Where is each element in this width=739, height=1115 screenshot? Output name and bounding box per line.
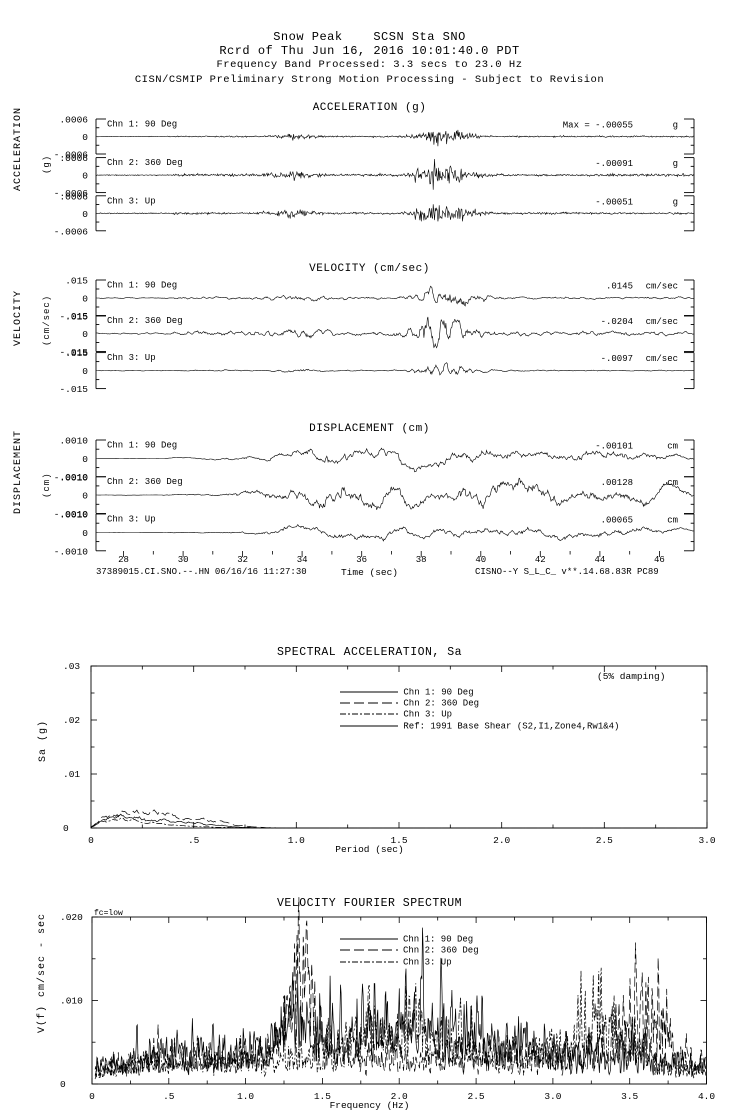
svg-text:.0006: .0006 — [59, 191, 88, 202]
svg-text:-.00101: -.00101 — [595, 442, 633, 452]
svg-text:36: 36 — [356, 555, 367, 565]
svg-text:0: 0 — [82, 132, 88, 143]
svg-text:-.0204: -.0204 — [601, 317, 633, 327]
svg-text:Chn 2: 360 Deg: Chn 2: 360 Deg — [107, 316, 183, 326]
svg-text:.0010: .0010 — [59, 436, 88, 447]
svg-text:0: 0 — [82, 366, 88, 377]
svg-text:0: 0 — [63, 823, 69, 834]
svg-text:g: g — [673, 121, 678, 131]
svg-text:cm/sec: cm/sec — [646, 317, 678, 327]
svg-text:.0006: .0006 — [59, 115, 88, 126]
svg-text:30: 30 — [178, 555, 189, 565]
svg-text:Chn 1: 90 Deg: Chn 1: 90 Deg — [107, 441, 177, 451]
svg-text:0: 0 — [60, 1079, 66, 1090]
svg-text:cm: cm — [667, 516, 678, 526]
svg-text:.01: .01 — [63, 769, 80, 780]
svg-text:g: g — [673, 197, 678, 207]
svg-text:0: 0 — [82, 294, 88, 305]
svg-text:0: 0 — [82, 329, 88, 340]
svg-text:38: 38 — [416, 555, 427, 565]
svg-text:.00065: .00065 — [601, 516, 633, 526]
svg-text:.020: .020 — [60, 912, 83, 923]
svg-text:Chn 2: 360 Deg: Chn 2: 360 Deg — [107, 158, 183, 168]
svg-text:.0010: .0010 — [59, 472, 88, 483]
svg-text:0: 0 — [82, 171, 88, 182]
svg-text:Chn 2: 360 Deg: Chn 2: 360 Deg — [107, 477, 183, 487]
svg-text:-.0097: -.0097 — [601, 354, 633, 364]
svg-text:-.0006: -.0006 — [54, 226, 89, 237]
svg-text:g: g — [673, 159, 678, 169]
svg-text:-.0010: -.0010 — [54, 547, 89, 558]
svg-text:0: 0 — [82, 491, 88, 502]
svg-text:46: 46 — [654, 555, 665, 565]
svg-text:.0145: .0145 — [606, 282, 633, 292]
svg-text:-.00091: -.00091 — [595, 159, 633, 169]
svg-text:40: 40 — [475, 555, 486, 565]
svg-text:.0010: .0010 — [59, 510, 88, 521]
svg-text:Chn 1: 90 Deg: Chn 1: 90 Deg — [107, 281, 177, 291]
svg-text:42: 42 — [535, 555, 546, 565]
svg-text:.015: .015 — [65, 311, 88, 322]
svg-text:cm: cm — [667, 478, 678, 488]
svg-text:.02: .02 — [63, 715, 80, 726]
svg-text:.0006: .0006 — [59, 153, 88, 164]
svg-text:0: 0 — [82, 528, 88, 539]
svg-text:0: 0 — [82, 454, 88, 465]
svg-text:Chn 1: 90 Deg: Chn 1: 90 Deg — [107, 120, 177, 130]
svg-text:-.015: -.015 — [59, 384, 88, 395]
svg-text:44: 44 — [594, 555, 605, 565]
svg-text:.015: .015 — [65, 276, 88, 287]
svg-text:cm: cm — [667, 442, 678, 452]
svg-text:34: 34 — [297, 555, 308, 565]
svg-text:-.00051: -.00051 — [595, 197, 633, 207]
svg-text:0: 0 — [82, 209, 88, 220]
svg-text:32: 32 — [237, 555, 248, 565]
svg-text:Chn 3: Up: Chn 3: Up — [107, 353, 156, 363]
svg-text:.00128: .00128 — [601, 478, 633, 488]
svg-text:.03: .03 — [63, 661, 80, 672]
svg-text:Chn 3: Up: Chn 3: Up — [107, 515, 156, 525]
svg-text:Max = -.00055: Max = -.00055 — [563, 121, 633, 131]
svg-text:.010: .010 — [60, 996, 83, 1007]
svg-text:Chn 3: Up: Chn 3: Up — [107, 196, 156, 206]
svg-text:28: 28 — [118, 555, 129, 565]
svg-text:.015: .015 — [65, 348, 88, 359]
svg-text:cm/sec: cm/sec — [646, 354, 678, 364]
svg-text:cm/sec: cm/sec — [646, 282, 678, 292]
